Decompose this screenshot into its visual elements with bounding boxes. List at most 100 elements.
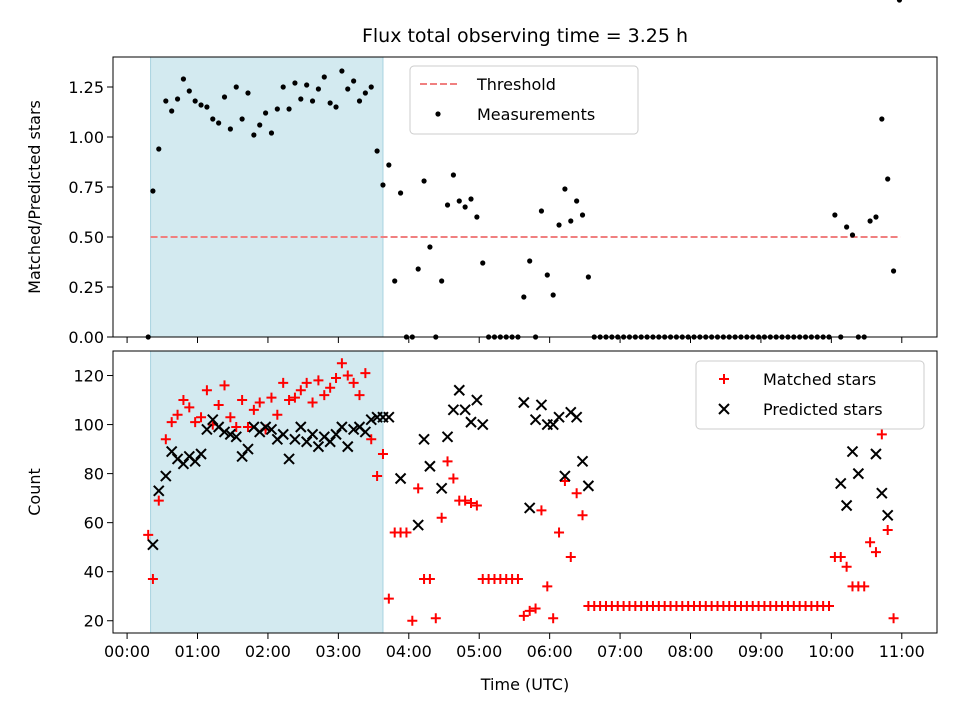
predicted-star-point bbox=[477, 418, 489, 431]
measurement-point bbox=[427, 244, 433, 250]
measurement-point bbox=[221, 94, 228, 100]
observing-window-band bbox=[150, 350, 384, 634]
measurement-point bbox=[544, 272, 550, 278]
x-tick-label: 04:00 bbox=[386, 642, 432, 661]
measurement-point bbox=[321, 74, 327, 80]
matched-star-point bbox=[313, 375, 324, 386]
measurement-point bbox=[867, 218, 873, 224]
matched-star-point bbox=[143, 529, 154, 540]
predicted-star-point bbox=[846, 445, 859, 458]
legend-predicted-swatch bbox=[718, 403, 730, 415]
measurement-point bbox=[345, 86, 351, 92]
y-axis-label: Matched/Predicted stars bbox=[25, 100, 44, 294]
measurement-point bbox=[210, 116, 216, 122]
measurement-point bbox=[397, 190, 404, 196]
measurement-point bbox=[439, 278, 445, 284]
y-tick-label: 0.00 bbox=[68, 328, 104, 347]
y-tick-label: 100 bbox=[73, 416, 104, 435]
matched-star-point bbox=[536, 505, 547, 516]
matched-star-point bbox=[354, 390, 365, 401]
predicted-star-point bbox=[347, 423, 360, 436]
predicted-star-point bbox=[289, 433, 301, 445]
measurement-point bbox=[392, 278, 398, 284]
x-tick-label: 03:00 bbox=[315, 642, 361, 661]
matched-star-point bbox=[466, 498, 477, 509]
predicted-star-point bbox=[265, 423, 278, 436]
predicted-star-point bbox=[394, 472, 407, 485]
matched-star-point bbox=[366, 434, 377, 445]
legend: Matched stars Predicted stars bbox=[695, 360, 925, 430]
measurement-point bbox=[280, 84, 286, 90]
predicted-star-point bbox=[300, 436, 313, 448]
measurement-point bbox=[873, 214, 879, 220]
matched-star-point bbox=[430, 613, 441, 624]
measurement-point bbox=[327, 100, 333, 106]
matched-star-point bbox=[266, 392, 277, 403]
matched-star-point bbox=[196, 412, 207, 423]
matched-star-point bbox=[331, 372, 342, 383]
matched-star-point bbox=[865, 537, 876, 548]
measurement-point bbox=[351, 78, 357, 84]
legend-box bbox=[695, 360, 925, 430]
matched-star-point bbox=[401, 527, 412, 538]
measurement-point bbox=[480, 260, 486, 266]
measurement-point bbox=[450, 172, 456, 178]
matched-star-point bbox=[413, 483, 424, 494]
matched-star-point bbox=[377, 448, 388, 459]
predicted-star-point bbox=[471, 394, 483, 406]
matched-star-point bbox=[471, 500, 482, 511]
measurement-point bbox=[885, 176, 891, 182]
matched-star-point bbox=[524, 605, 535, 616]
measurement-point bbox=[568, 218, 574, 224]
x-tick-label: 11:00 bbox=[879, 642, 925, 661]
matched-star-point bbox=[225, 412, 236, 423]
predicted-star-point bbox=[224, 428, 237, 441]
matched-star-point bbox=[348, 377, 359, 388]
matched-star-point bbox=[460, 495, 471, 506]
measurement-point bbox=[262, 110, 269, 116]
predicted-star-point bbox=[218, 426, 231, 438]
chart-title: Flux total observing time = 3.25 h bbox=[362, 25, 688, 47]
matched-star-point bbox=[835, 551, 846, 562]
matched-star-point bbox=[242, 422, 253, 433]
measurement-point bbox=[315, 86, 322, 92]
x-tick-label: 02:00 bbox=[245, 642, 291, 661]
measurement-point bbox=[286, 106, 292, 112]
matched-star-point bbox=[518, 610, 529, 621]
y-tick-label: 120 bbox=[73, 367, 104, 386]
measurement-point bbox=[204, 104, 210, 110]
matched-star-point bbox=[554, 527, 565, 538]
measurement-point bbox=[309, 98, 316, 104]
x-axis-label: Time (UTC) bbox=[480, 675, 569, 694]
matched-star-point bbox=[442, 456, 453, 467]
measurement-point bbox=[380, 182, 386, 188]
measurement-point bbox=[169, 108, 175, 114]
x-tick-label: 07:00 bbox=[597, 642, 643, 661]
y-tick-label: 1.00 bbox=[68, 128, 104, 147]
matched-star-point bbox=[201, 385, 212, 396]
matched-star-point bbox=[190, 417, 201, 428]
predicted-star-point bbox=[324, 436, 336, 448]
matched-star-point bbox=[184, 402, 195, 413]
plot-frame bbox=[112, 56, 938, 338]
measurement-point bbox=[174, 96, 181, 102]
measurement-point bbox=[304, 82, 310, 88]
predicted-star-point bbox=[835, 477, 847, 490]
x-tick-label: 01:00 bbox=[174, 642, 220, 661]
predicted-star-point bbox=[518, 396, 530, 409]
measurement-point bbox=[192, 98, 198, 104]
measurement-point bbox=[239, 116, 245, 122]
predicted-star-point bbox=[465, 416, 477, 428]
predicted-star-point bbox=[547, 418, 559, 431]
measurement-point bbox=[245, 90, 251, 96]
matched-star-point bbox=[876, 429, 887, 440]
measurement-point bbox=[579, 212, 586, 218]
predicted-star-point bbox=[383, 411, 395, 423]
measurement-point bbox=[832, 212, 838, 218]
x-tick-label: 05:00 bbox=[456, 642, 502, 661]
y-tick-label: 60 bbox=[84, 514, 104, 533]
predicted-star-point bbox=[365, 413, 377, 426]
matched-star-point bbox=[278, 377, 289, 388]
predicted-star-point bbox=[435, 482, 448, 495]
